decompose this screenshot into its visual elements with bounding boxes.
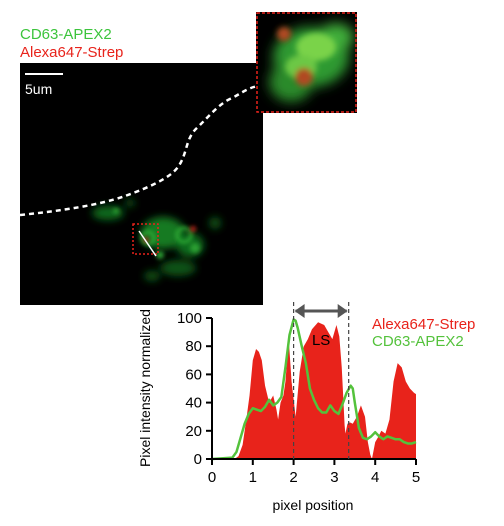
x-axis-title: pixel position (273, 497, 354, 513)
legend-entry-green: CD63-APEX2 (372, 333, 464, 350)
y-axis-title: Pixel intensity normalized (137, 309, 153, 467)
x-tick-label: 0 (208, 469, 216, 486)
micrograph-image: 5um (20, 63, 263, 305)
x-tick-label: 5 (412, 469, 420, 486)
bracket-label: LS (312, 332, 330, 349)
scale-bar-label: 5um (25, 81, 52, 97)
x-tick-label: 1 (249, 469, 257, 486)
x-tick-label: 2 (289, 469, 297, 486)
inset-border (256, 12, 357, 113)
y-tick-label: 40 (185, 395, 202, 412)
y-tick-label: 20 (185, 423, 202, 440)
y-tick-label: 60 (185, 366, 202, 383)
roi-box (132, 223, 159, 255)
y-tick-label: 100 (177, 310, 202, 327)
zoom-inset (256, 12, 357, 113)
cell-boundary-dashed-line (20, 83, 263, 217)
x-tick-label: 3 (330, 469, 338, 486)
y-tick-label: 80 (185, 338, 202, 355)
bracket-arrow-left-head (294, 304, 305, 318)
series-area-0 (212, 322, 416, 459)
series-line-1 (211, 318, 417, 461)
line-scan-line (138, 230, 157, 257)
micrograph-content: 5um (20, 73, 263, 281)
stain-label-green: CD63-APEX2 (20, 26, 112, 43)
stain-label-red: Alexa647-Strep (20, 44, 124, 61)
bracket-arrow-right-head (337, 304, 348, 318)
zoom-inset-content (256, 12, 357, 113)
legend-entry-red: Alexa647-Strep (372, 316, 475, 333)
x-tick-label: 4 (371, 469, 379, 486)
y-tick-label: 0 (194, 451, 202, 468)
